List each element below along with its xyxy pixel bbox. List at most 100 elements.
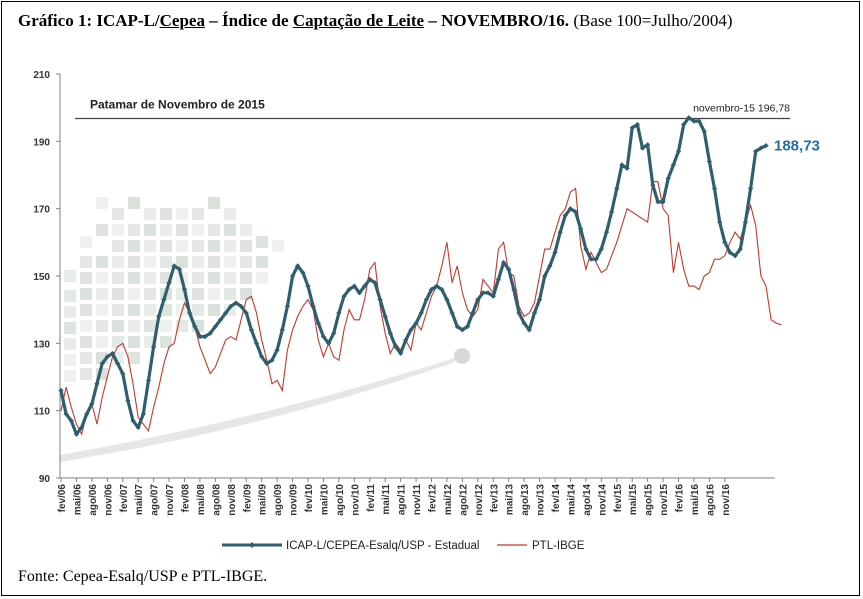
data-point-icap-l: [681, 121, 687, 128]
caption-title-b: Cepea: [159, 11, 205, 30]
data-point-icap-l: [197, 334, 203, 340]
watermark-square: [208, 288, 220, 300]
x-tick-label: mai/13: [505, 484, 516, 516]
caption-title-e: – NOVEMBRO/16.: [424, 11, 570, 30]
watermark-square: [128, 288, 140, 300]
data-point-icap-l: [295, 263, 301, 269]
x-tick-label: mai/10: [319, 484, 330, 516]
y-tick-label: 150: [33, 272, 50, 283]
watermark-square: [80, 352, 92, 364]
data-point-icap-l: [449, 310, 455, 316]
watermark-square: [144, 240, 156, 252]
watermark-square: [176, 256, 188, 268]
data-point-icap-l: [578, 226, 584, 232]
watermark-square: [80, 368, 92, 380]
data-point-icap-l: [490, 293, 496, 299]
data-point-icap-l: [367, 276, 373, 282]
watermark-square: [64, 306, 76, 318]
watermark-square: [80, 288, 92, 300]
value-labels: 188,73: [774, 138, 820, 155]
chart-axes: 90 110 130 150 170 190 210 fev/06 mai/06 ago/06 no…: [33, 70, 775, 516]
data-point-icap-l: [238, 303, 244, 309]
data-point-icap-l: [428, 286, 435, 293]
x-tick-label: fev/12: [428, 484, 439, 513]
watermark-square: [128, 272, 140, 284]
data-point-icap-l: [583, 246, 589, 252]
data-point-icap-l: [418, 310, 424, 316]
data-point-icap-l: [650, 182, 656, 188]
data-point-icap-l: [732, 253, 738, 259]
watermark-square: [96, 304, 108, 316]
data-point-icap-l: [320, 334, 327, 340]
data-point-icap-l: [156, 313, 162, 319]
data-point-icap-l: [130, 418, 136, 424]
x-tick-label: nov/12: [474, 484, 485, 516]
data-point-icap-l: [634, 121, 640, 128]
x-tick-label: fev/08: [181, 484, 192, 513]
data-point-icap-l: [202, 334, 208, 340]
watermark-square: [112, 256, 124, 268]
data-point-icap-l: [495, 276, 502, 282]
data-point-icap-l: [392, 344, 399, 350]
x-tick-label: fev/16: [675, 484, 686, 513]
watermark-square: [208, 197, 220, 209]
caption-title-c: – Índice de: [204, 11, 293, 30]
caption-title-d: Captação de Leite: [292, 11, 425, 30]
data-point-icap-l: [459, 327, 465, 333]
x-tick-label: ago/15: [644, 484, 655, 516]
watermark-square: [160, 240, 172, 252]
watermark-square: [192, 304, 204, 316]
data-point-icap-l: [104, 354, 110, 360]
watermark-square: [240, 240, 252, 252]
watermark-square: [128, 320, 140, 332]
watermark-square: [224, 224, 236, 236]
data-point-icap-l: [639, 145, 646, 151]
figure-caption: Gráfico 1: ICAP-L/Cepea – Índice de Capt…: [18, 10, 848, 32]
watermark-square: [192, 224, 204, 236]
watermark-square: [160, 208, 172, 220]
reference-line-label: Patamar de Novembro de 2015: [90, 98, 265, 112]
x-tick-label: nov/08: [227, 484, 238, 516]
watermark-square: [160, 336, 172, 348]
data-point-icap-l: [120, 371, 126, 377]
data-point-icap-l: [109, 350, 116, 357]
data-point-icap-l: [629, 125, 635, 131]
data-point-icap-l: [485, 290, 491, 296]
watermark-square: [96, 272, 108, 284]
watermark-square: [128, 197, 140, 209]
watermark-square: [96, 336, 108, 348]
data-point-icap-l: [78, 424, 85, 431]
data-point-icap-l: [511, 286, 517, 293]
watermark-square: [240, 256, 252, 268]
watermark-square: [208, 256, 220, 268]
watermark-square: [128, 352, 140, 364]
watermark-square: [144, 256, 156, 268]
watermark-square: [96, 288, 108, 300]
watermark-square: [112, 240, 124, 252]
data-point-icap-l: [233, 300, 239, 306]
data-point-icap-l: [99, 360, 105, 367]
data-point-icap-l: [248, 327, 255, 333]
y-tick-label: 90: [39, 474, 51, 485]
y-tick-label: 190: [33, 137, 50, 148]
data-point-icap-l: [660, 199, 666, 205]
data-point-icap-l: [89, 401, 95, 407]
x-tick-label: mai/08: [196, 484, 207, 516]
watermark-square: [80, 256, 92, 268]
data-point-icap-l: [212, 323, 218, 330]
watermark-square: [256, 236, 268, 248]
data-point-icap-l: [670, 162, 676, 168]
data-point-icap-l: [753, 148, 759, 155]
x-tick-label: nov/11: [412, 484, 423, 516]
x-tick-label: fev/15: [613, 484, 624, 513]
data-point-icap-l: [73, 431, 80, 437]
x-tick-label: mai/14: [566, 484, 577, 516]
x-tick-label: mai/15: [628, 484, 639, 516]
data-point-icap-l: [624, 165, 630, 171]
x-tick-label: mai/09: [258, 484, 269, 516]
watermark-square: [112, 272, 124, 284]
data-point-icap-l: [727, 249, 733, 256]
watermark-square: [240, 272, 252, 284]
data-point-icap-l: [665, 175, 671, 181]
